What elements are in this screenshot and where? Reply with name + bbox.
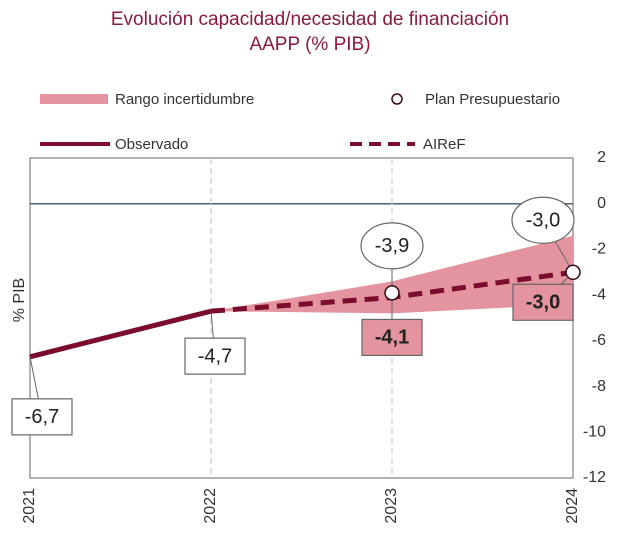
y-tick-label: -12 xyxy=(583,469,606,486)
plan-marker xyxy=(565,264,581,281)
label-box xyxy=(184,337,246,375)
x-tick-label: 2022 xyxy=(202,488,219,524)
label-box xyxy=(512,283,574,321)
data-label: -4,1 xyxy=(375,327,409,349)
y-tick-label: 2 xyxy=(597,149,606,166)
data-label: -3,0 xyxy=(526,292,560,314)
legend-label: AIReF xyxy=(423,136,466,153)
y-tick-label: -10 xyxy=(583,424,606,441)
data-label: -4,7 xyxy=(198,345,232,367)
observed-line xyxy=(29,308,212,360)
y-axis-label: % PIB xyxy=(11,278,28,322)
legend-label: Rango incertidumbre xyxy=(115,91,254,108)
label-box xyxy=(11,398,73,436)
data-label: -3,0 xyxy=(526,210,560,232)
y-tick-label: -4 xyxy=(592,286,606,303)
legend-swatch xyxy=(40,94,108,104)
legend-label: Plan Presupuestario xyxy=(425,91,560,108)
x-tick-label: 2021 xyxy=(21,488,38,524)
y-tick-label: -8 xyxy=(592,378,606,395)
plot-frame xyxy=(29,157,574,479)
legend-label: Observado xyxy=(115,136,188,153)
chart-title: Evolución capacidad/necesidad de financi… xyxy=(111,9,509,30)
label-callout xyxy=(511,196,575,244)
uncertainty-band xyxy=(211,235,573,314)
y-tick-label: -2 xyxy=(592,241,606,258)
data-label: -3,9 xyxy=(375,235,409,257)
chart-title: AAPP (% PIB) xyxy=(249,34,370,55)
legend-swatch xyxy=(391,93,403,105)
x-tick-label: 2023 xyxy=(383,488,400,524)
y-tick-label: -6 xyxy=(592,332,606,349)
label-box xyxy=(361,318,423,357)
label-callout xyxy=(360,222,424,270)
y-tick-label: 0 xyxy=(597,195,606,212)
data-label: -6,7 xyxy=(25,406,59,428)
x-tick-label: 2024 xyxy=(564,488,581,524)
plan-marker xyxy=(384,285,400,301)
